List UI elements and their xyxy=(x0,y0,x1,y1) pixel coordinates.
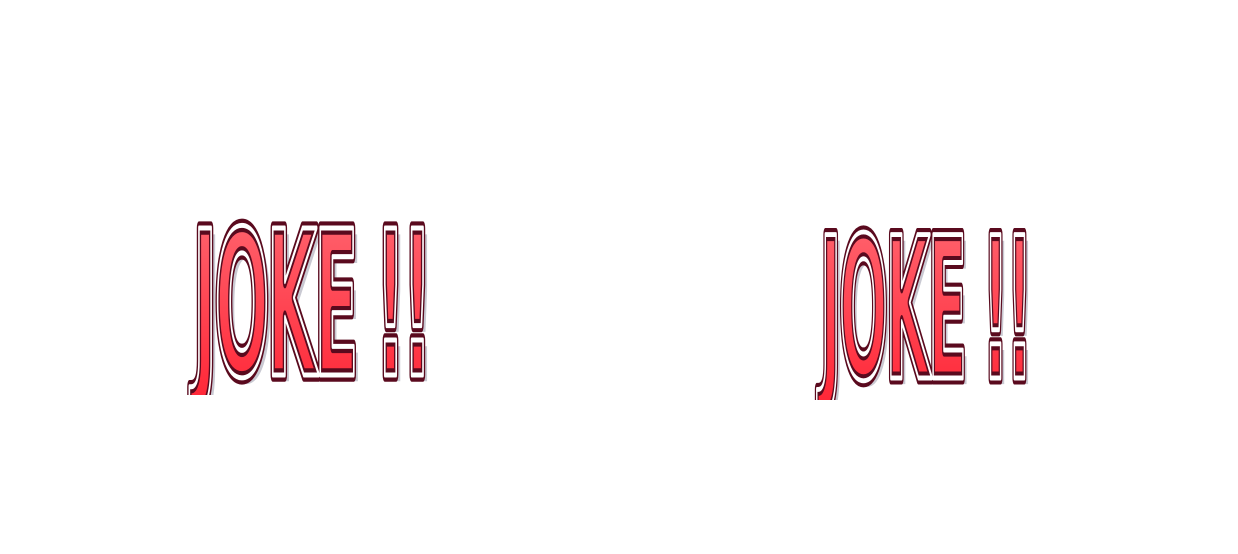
joke-text-highlight: JOKE !!! xyxy=(816,196,1034,400)
joke-text-outline: JOKE !!! xyxy=(189,189,433,395)
joke-text-highlight: JOKE !!! xyxy=(189,189,433,395)
joke-graphic-right: JOKE !!! JOKE !!! JOKE !!! xyxy=(813,193,1034,400)
joke-text-shadow: JOKE !!! xyxy=(193,196,433,395)
joke-text-shadow: JOKE !!! xyxy=(820,202,1034,400)
joke-graphic-left: JOKE !!! JOKE !!! JOKE !!! xyxy=(185,185,433,395)
joke-text-outline: JOKE !!! xyxy=(816,196,1034,400)
